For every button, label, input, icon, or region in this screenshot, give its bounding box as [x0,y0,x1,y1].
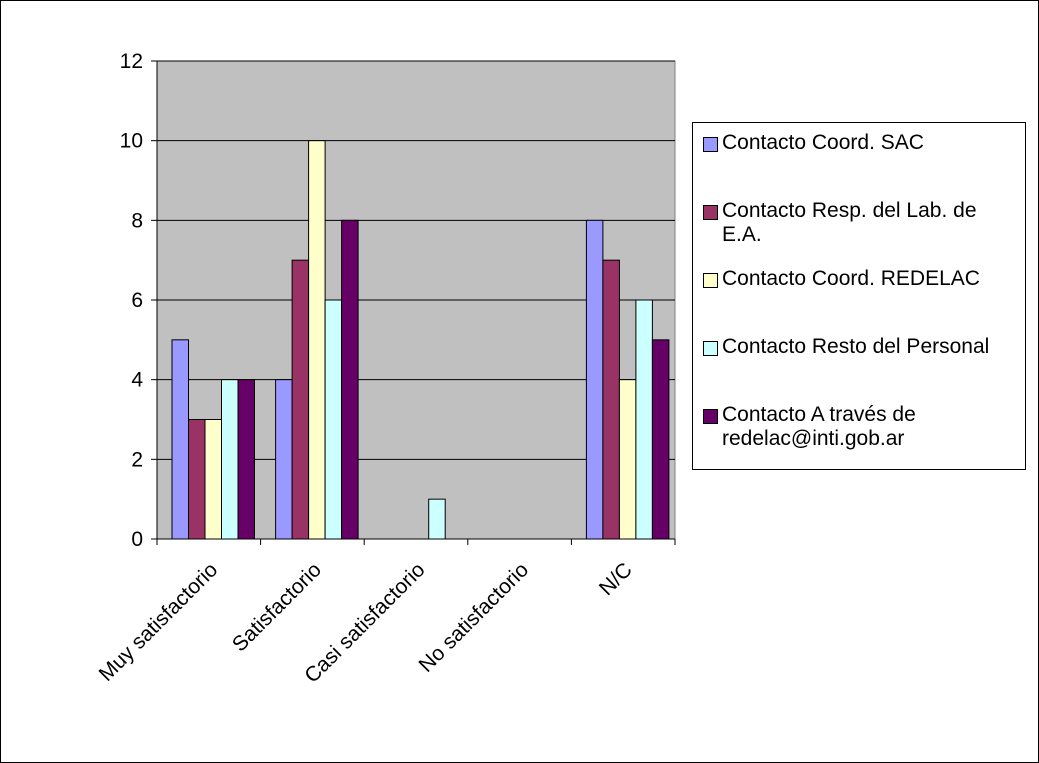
x-category-label: Muy satisfactorio [95,558,223,686]
bar [275,379,293,540]
bar [291,259,310,540]
bar [651,339,670,540]
legend-item: Contacto Resto del Personal [703,335,1017,359]
legend-swatch [703,341,718,356]
bar [635,299,653,540]
y-tick-label: 2 [131,448,143,471]
tick-labels: 0 2 4 6 8 10 12 [120,50,144,551]
y-tick-label: 4 [131,369,143,392]
x-category-label: No satisfactorio [415,558,534,677]
legend: Contacto Coord. SAC Contacto Resp. del La… [692,122,1026,470]
axes [151,60,676,545]
legend-label: Contacto Coord. REDELAC [722,267,980,290]
y-tick-label: 10 [120,130,143,153]
bars [171,140,670,540]
legend-swatch [703,205,718,220]
bar [324,299,343,540]
bar [188,419,206,540]
bar [237,379,255,540]
bar [618,379,637,540]
bar [585,219,604,540]
bar [221,379,239,540]
legend-label: Contacto Resp. del Lab. de E.A. [722,199,977,246]
bar [308,140,326,540]
legend-label: Contacto Resto del Personal [722,335,990,358]
legend-item: Contacto Coord. REDELAC [703,267,1017,291]
legend-item: Contacto A través de redelac@inti.gob.ar [703,403,1017,451]
legend-swatch [703,409,718,424]
y-tick-label: 0 [131,528,143,551]
bar [171,339,189,540]
bar [428,498,446,540]
x-category-label: Satisfactorio [228,558,326,656]
bar [602,259,620,540]
legend-item: Contacto Resp. del Lab. de E.A. [703,199,1017,247]
legend-swatch [703,273,718,288]
legend-swatch [703,137,718,152]
legend-item: Contacto Coord. SAC [703,131,1017,155]
legend-label: Contacto A través de redelac@inti.gob.ar [722,403,916,450]
bar [341,219,359,540]
x-category-label: N/C [595,558,637,600]
y-tick-label: 12 [120,50,143,73]
bar [204,419,222,540]
y-tick-label: 6 [131,289,143,312]
y-tick-label: 8 [131,209,143,232]
legend-label: Contacto Coord. SAC [722,131,924,154]
